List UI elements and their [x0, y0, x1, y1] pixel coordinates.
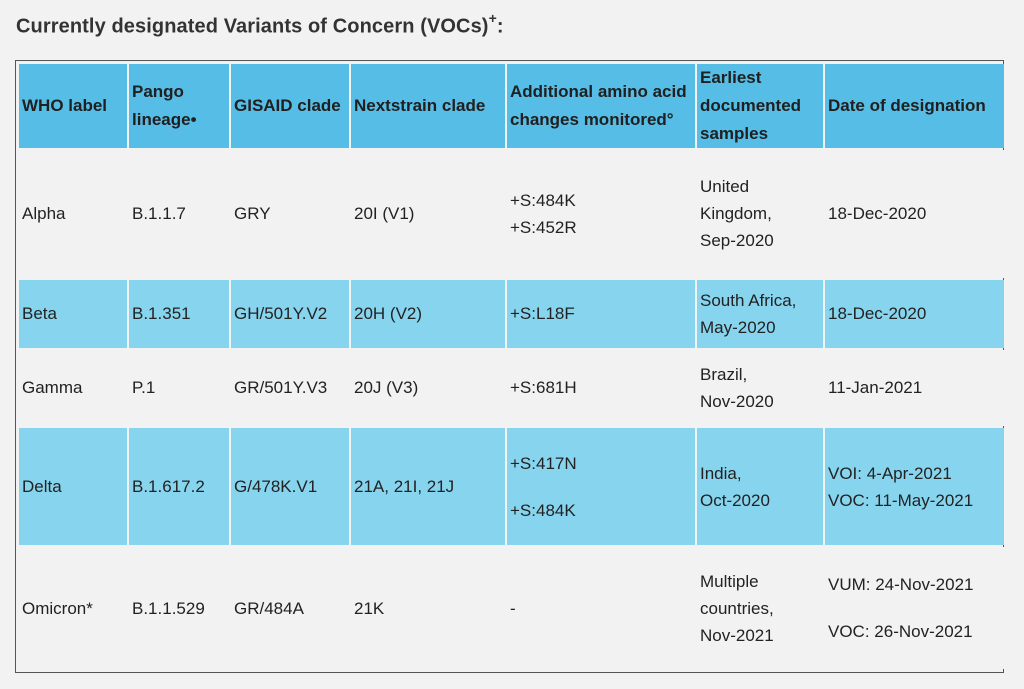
cell-who-label: Beta	[19, 279, 127, 348]
header-amino-acid-changes: Additional amino acid changes monitored°	[507, 64, 695, 148]
cell-gisaid: GH/501Y.V2	[231, 279, 349, 348]
cell-date: VOI: 4-Apr-2021 VOC: 11-May-2021	[825, 427, 1004, 546]
date-line: VUM: 24-Nov-2021	[828, 575, 974, 595]
earliest-line: May-2020	[700, 317, 776, 337]
earliest-line: Nov-2020	[700, 391, 774, 411]
page-title: Currently designated Variants of Concern…	[16, 10, 504, 39]
header-who-label: WHO label	[19, 64, 127, 148]
header-pango-lineage: Pango lineage•	[129, 64, 229, 148]
header-nextstrain-clade: Nextstrain clade	[351, 64, 505, 148]
cell-earliest: South Africa, May-2020	[697, 279, 823, 348]
amino-line: +S:681H	[510, 378, 577, 398]
cell-amino: -	[507, 547, 695, 669]
amino-line: -	[510, 598, 516, 618]
date-line: VOI: 4-Apr-2021	[828, 463, 952, 483]
date-line: VOC: 11-May-2021	[828, 490, 974, 510]
earliest-line: South Africa,	[700, 290, 797, 310]
cell-pango: B.1.1.529	[129, 547, 229, 669]
voc-table-container: WHO label Pango lineage• GISAID clade Ne…	[15, 60, 1004, 673]
cell-amino: +S:681H	[507, 349, 695, 426]
title-text: Currently designated Variants of Concern…	[16, 15, 489, 38]
earliest-line: Nov-2021	[700, 625, 774, 645]
cell-date: 18-Dec-2020	[825, 279, 1004, 348]
table-row: Alpha B.1.1.7 GRY 20I (V1) +S:484K +S:45…	[19, 150, 1004, 278]
earliest-line: United	[700, 177, 750, 197]
cell-gisaid: G/478K.V1	[231, 427, 349, 546]
cell-nextstrain: 21K	[351, 547, 505, 669]
date-line: 18-Dec-2020	[828, 204, 927, 224]
table-row: Beta B.1.351 GH/501Y.V2 20H (V2) +S:L18F…	[19, 279, 1004, 348]
cell-nextstrain: 20H (V2)	[351, 279, 505, 348]
header-date-designation: Date of designation	[825, 64, 1004, 148]
amino-line: +S:484K	[510, 500, 576, 520]
cell-who-label: Gamma	[19, 349, 127, 426]
table-row: Gamma P.1 GR/501Y.V3 20J (V3) +S:681H Br…	[19, 349, 1004, 426]
amino-line: +S:417N	[510, 453, 577, 473]
amino-line: +S:L18F	[510, 304, 575, 324]
table-row: Delta B.1.617.2 G/478K.V1 21A, 21I, 21J …	[19, 427, 1004, 546]
title-superscript: +	[488, 10, 497, 26]
cell-date: 11-Jan-2021	[825, 349, 1004, 426]
cell-amino: +S:417N +S:484K	[507, 427, 695, 546]
date-line: VOC: 26-Nov-2021	[828, 622, 973, 642]
cell-pango: P.1	[129, 349, 229, 426]
earliest-line: India,	[700, 463, 742, 483]
cell-gisaid: GR/484A	[231, 547, 349, 669]
earliest-line: Multiple	[700, 571, 759, 591]
earliest-line: Brazil,	[700, 364, 748, 384]
cell-earliest: United Kingdom, Sep-2020	[697, 150, 823, 278]
amino-line: +S:484K	[510, 190, 576, 210]
cell-pango: B.1.1.7	[129, 150, 229, 278]
date-line: 11-Jan-2021	[828, 378, 923, 398]
earliest-line: Kingdom,	[700, 204, 772, 224]
cell-gisaid: GRY	[231, 150, 349, 278]
cell-earliest: Multiple countries, Nov-2021	[697, 547, 823, 669]
cell-date: VUM: 24-Nov-2021 VOC: 26-Nov-2021	[825, 547, 1004, 669]
cell-pango: B.1.351	[129, 279, 229, 348]
amino-line: +S:452R	[510, 217, 577, 237]
voc-table: WHO label Pango lineage• GISAID clade Ne…	[17, 62, 1006, 671]
cell-amino: +S:484K +S:452R	[507, 150, 695, 278]
header-earliest-samples: Earliest documented samples	[697, 64, 823, 148]
earliest-line: Oct-2020	[700, 490, 770, 510]
table-row: Omicron* B.1.1.529 GR/484A 21K - Multipl…	[19, 547, 1004, 669]
cell-who-label: Alpha	[19, 150, 127, 278]
cell-who-label: Omicron*	[19, 547, 127, 669]
cell-amino: +S:L18F	[507, 279, 695, 348]
cell-nextstrain: 21A, 21I, 21J	[351, 427, 505, 546]
cell-date: 18-Dec-2020	[825, 150, 1004, 278]
table-header-row: WHO label Pango lineage• GISAID clade Ne…	[19, 64, 1004, 148]
cell-who-label: Delta	[19, 427, 127, 546]
cell-earliest: Brazil, Nov-2020	[697, 349, 823, 426]
date-line: 18-Dec-2020	[828, 304, 927, 324]
header-gisaid-clade: GISAID clade	[231, 64, 349, 148]
cell-nextstrain: 20J (V3)	[351, 349, 505, 426]
cell-nextstrain: 20I (V1)	[351, 150, 505, 278]
earliest-line: countries,	[700, 598, 774, 618]
title-suffix: :	[496, 15, 504, 38]
earliest-line: Sep-2020	[700, 231, 774, 251]
cell-earliest: India, Oct-2020	[697, 427, 823, 546]
cell-pango: B.1.617.2	[129, 427, 229, 546]
cell-gisaid: GR/501Y.V3	[231, 349, 349, 426]
